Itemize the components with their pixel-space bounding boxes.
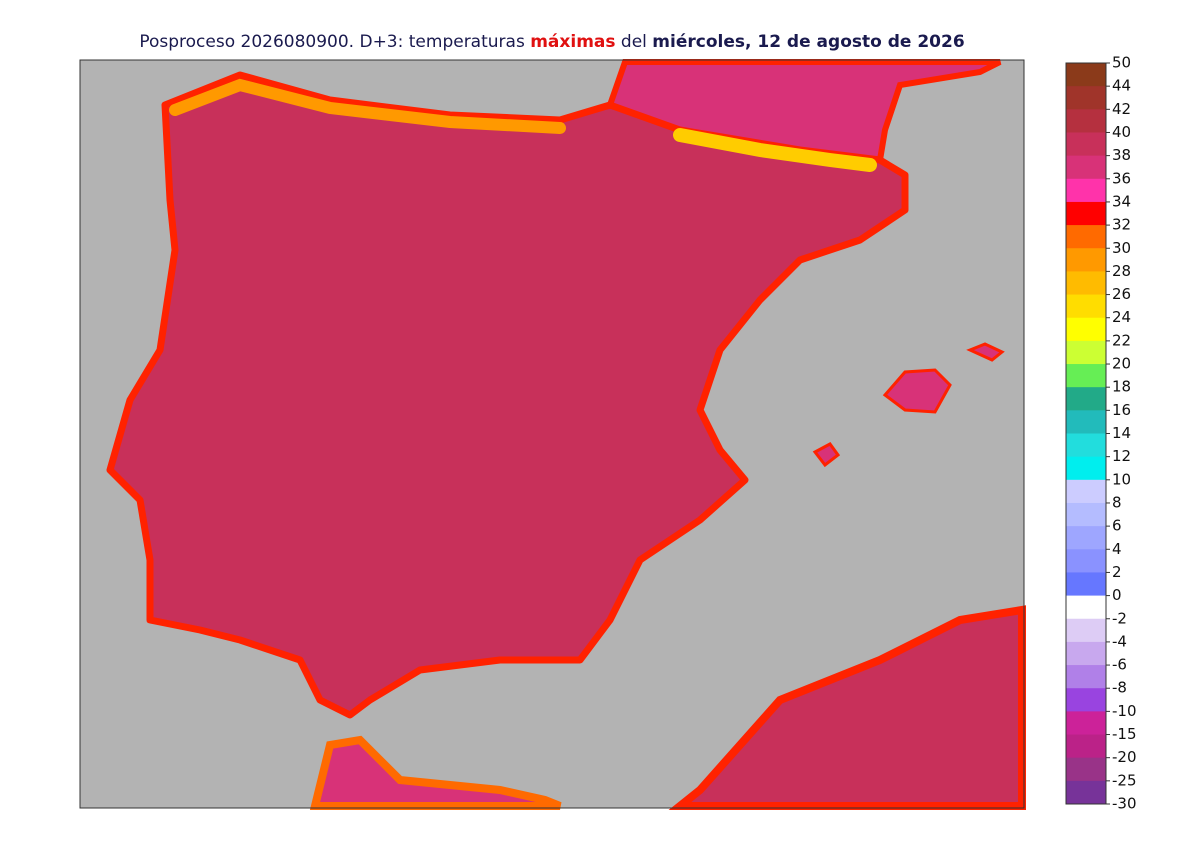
legend-label: -4 — [1112, 632, 1127, 650]
africa — [668, 605, 1026, 810]
legend-label: -15 — [1112, 725, 1137, 743]
legend-label: 42 — [1112, 100, 1131, 118]
legend-swatch — [1066, 456, 1106, 481]
map — [79, 59, 1026, 810]
legend-swatch — [1066, 178, 1106, 203]
legend-swatch — [1066, 757, 1106, 782]
legend-label: 36 — [1112, 169, 1131, 187]
title: Posproceso 2026080900. D+3: temperaturas… — [139, 32, 964, 52]
legend-swatch — [1066, 410, 1106, 434]
legend-swatch — [1066, 572, 1106, 597]
legend-label: 22 — [1112, 331, 1131, 349]
legend-label: -25 — [1112, 771, 1137, 789]
legend-swatch — [1066, 688, 1106, 712]
title-middle: del — [616, 32, 653, 52]
map-frame — [79, 59, 1025, 809]
legend-swatch — [1066, 294, 1106, 319]
legend-label: 14 — [1112, 424, 1131, 442]
legend-label: 8 — [1112, 493, 1122, 511]
menorca — [966, 342, 1005, 362]
legend-swatch — [1066, 641, 1106, 666]
legend-swatch — [1066, 271, 1106, 296]
mallorca — [882, 368, 952, 414]
legend-label: 20 — [1112, 355, 1131, 373]
morocco — [309, 735, 562, 810]
legend-swatch — [1066, 225, 1106, 249]
legend-label: 4 — [1112, 540, 1122, 558]
legend-label: -6 — [1112, 656, 1127, 674]
legend-label: -20 — [1112, 748, 1137, 766]
legend-swatch — [1066, 502, 1106, 527]
legend-swatch — [1066, 665, 1106, 689]
legend-label: 0 — [1112, 586, 1122, 604]
legend-label: 6 — [1112, 517, 1122, 535]
title-prefix: Posproceso 2026080900. D+3: temperaturas — [139, 32, 530, 52]
legend-label: 26 — [1112, 285, 1131, 303]
legend-label: -10 — [1112, 702, 1137, 720]
legend-swatch — [1066, 340, 1106, 365]
legend-label: 40 — [1112, 123, 1131, 141]
legend-label: 50 — [1112, 54, 1131, 72]
legend: 5044424038363432302826242220181614121086… — [1065, 54, 1137, 813]
legend-swatch — [1066, 109, 1106, 133]
legend-swatch — [1066, 618, 1106, 643]
legend-swatch — [1066, 317, 1106, 342]
legend-swatch — [1066, 526, 1106, 550]
legend-swatch — [1066, 248, 1106, 272]
legend-label: 34 — [1112, 192, 1131, 210]
legend-swatch — [1066, 479, 1106, 504]
legend-swatch — [1066, 63, 1106, 87]
legend-label: 12 — [1112, 447, 1131, 465]
pyrenees — [673, 128, 877, 172]
legend-swatch — [1066, 86, 1106, 110]
legend-label: 18 — [1112, 378, 1131, 396]
legend-swatch — [1066, 734, 1106, 759]
legend-label: 38 — [1112, 146, 1131, 164]
ibiza — [812, 442, 841, 468]
title-date: miércoles, 12 de agosto de 2026 — [652, 32, 964, 52]
legend-swatch — [1066, 433, 1106, 458]
legend-swatch — [1066, 780, 1106, 805]
legend-swatch — [1066, 387, 1106, 411]
legend-label: 44 — [1112, 77, 1131, 95]
legend-label: 2 — [1112, 563, 1122, 581]
legend-swatch — [1066, 201, 1106, 226]
legend-label: 28 — [1112, 262, 1131, 280]
legend-label: -30 — [1112, 795, 1137, 813]
legend-label: -2 — [1112, 609, 1127, 627]
legend-swatch — [1066, 132, 1106, 157]
legend-swatch — [1066, 595, 1106, 620]
legend-swatch — [1066, 364, 1106, 388]
legend-swatch — [1066, 549, 1106, 573]
legend-swatch — [1066, 155, 1106, 180]
legend-label: 30 — [1112, 239, 1131, 257]
cantabrian-coast — [169, 78, 566, 134]
legend-label: 16 — [1112, 401, 1131, 419]
legend-label: -8 — [1112, 679, 1127, 697]
legend-label: 10 — [1112, 470, 1131, 488]
title-highlight: máximas — [530, 32, 615, 52]
legend-swatch — [1066, 711, 1106, 736]
legend-label: 32 — [1112, 216, 1131, 234]
legend-label: 24 — [1112, 308, 1131, 326]
